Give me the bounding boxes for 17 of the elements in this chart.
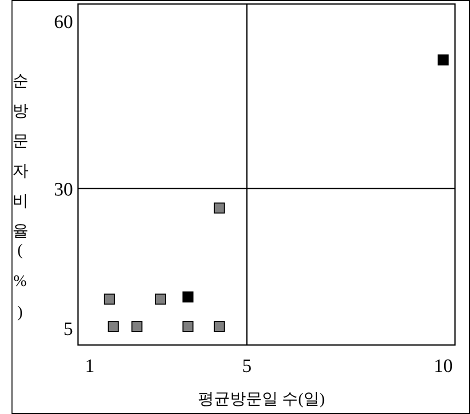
point xyxy=(108,321,119,332)
point xyxy=(438,54,449,66)
x-tick-label: 5 xyxy=(242,356,252,377)
x-tick-label: 10 xyxy=(434,356,453,377)
point xyxy=(104,294,115,305)
y-tick-label: 30 xyxy=(54,179,73,200)
x-axis-title: 평균방문일 수(일) xyxy=(198,391,325,408)
point xyxy=(214,202,225,214)
y-tick-label: 5 xyxy=(64,319,73,340)
x-tick-label: 1 xyxy=(85,356,95,377)
y-axis-title: 순방문자비율(%) xyxy=(12,62,28,335)
point xyxy=(182,321,194,332)
point xyxy=(182,291,194,302)
point xyxy=(154,294,166,305)
point xyxy=(131,321,142,332)
point xyxy=(214,321,225,332)
y-tick-label: 60 xyxy=(54,12,73,33)
